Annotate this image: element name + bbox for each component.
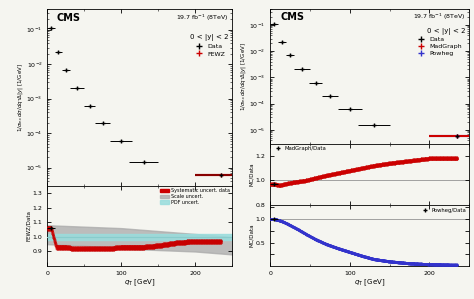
Y-axis label: MC/Data: MC/Data [249, 224, 254, 247]
Legend: Data, MadGraph, Powheg: Data, MadGraph, Powheg [415, 36, 462, 56]
Legend: Data, FEWZ: Data, FEWZ [193, 44, 226, 57]
Text: CMS: CMS [280, 12, 304, 22]
X-axis label: $q_{\rm T}$ [GeV]: $q_{\rm T}$ [GeV] [354, 277, 385, 288]
Y-axis label: $1/\sigma_{\rm inc}\,d\sigma/dq_{\rm T}\Delta|y|$ [1/GeV]: $1/\sigma_{\rm inc}\,d\sigma/dq_{\rm T}\… [16, 63, 25, 132]
Text: 19.7 fb$^{-1}$ (8TeV): 19.7 fb$^{-1}$ (8TeV) [176, 13, 228, 23]
Y-axis label: MC/Data: MC/Data [249, 162, 254, 186]
X-axis label: $q_{\rm T}$ [GeV]: $q_{\rm T}$ [GeV] [124, 277, 155, 288]
Legend: Powheg/Data: Powheg/Data [420, 208, 466, 213]
Text: CMS: CMS [57, 13, 81, 22]
Text: 0 < |y| < 2: 0 < |y| < 2 [427, 28, 465, 35]
Y-axis label: FEWZ/Data: FEWZ/Data [26, 210, 31, 241]
Legend: Systematic uncert. data, Scale uncert., PDF uncert.: Systematic uncert. data, Scale uncert., … [160, 188, 230, 205]
Legend: MadGraph/Data: MadGraph/Data [273, 146, 327, 151]
Y-axis label: $1/\sigma_{\rm inc}\,d\sigma/dq_{\rm T}\Delta|y|$ [1/GeV]: $1/\sigma_{\rm inc}\,d\sigma/dq_{\rm T}\… [239, 42, 248, 111]
Text: 19.7 fb$^{-1}$ (8TeV): 19.7 fb$^{-1}$ (8TeV) [413, 12, 465, 22]
Text: 0 < |y| < 2: 0 < |y| < 2 [190, 34, 228, 41]
